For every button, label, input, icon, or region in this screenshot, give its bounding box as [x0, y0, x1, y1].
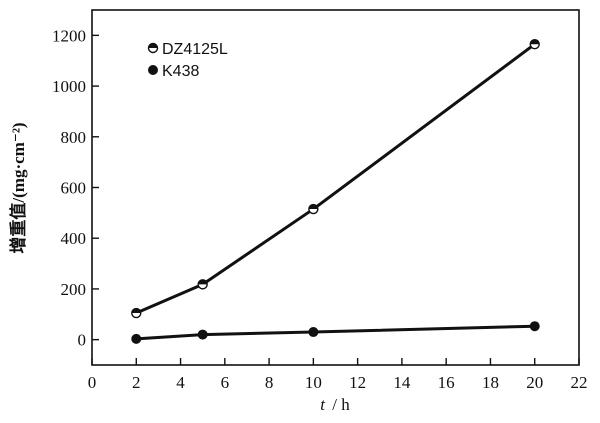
- x-tick-label: 0: [88, 373, 97, 392]
- legend-marker-k438: [148, 65, 158, 75]
- legend-marker-dz4125l: [147, 42, 159, 54]
- series-line-dz4125l: [135, 43, 536, 315]
- legend-marker-dz4125l-dot: [147, 42, 159, 54]
- data-point-k438: [529, 321, 540, 332]
- series-layer: [131, 39, 540, 344]
- x-tick-label: 22: [571, 373, 588, 392]
- x-tick-label: 2: [132, 373, 141, 392]
- y-tick-label: 600: [61, 179, 87, 198]
- data-point-dz4125l: [308, 203, 319, 215]
- data-point-k438: [197, 329, 208, 340]
- y-tick-label: 800: [61, 128, 87, 147]
- y-tick-label: 1200: [52, 26, 86, 45]
- data-point-k438: [308, 327, 319, 338]
- y-tick-label: 400: [61, 229, 87, 248]
- x-axis-label: t / h: [320, 395, 350, 414]
- x-tick-label: 18: [482, 373, 499, 392]
- y-tick-label: 200: [61, 280, 87, 299]
- x-tick-label: 14: [393, 373, 411, 392]
- data-point-k438: [131, 333, 142, 344]
- y-tick-label: 1000: [52, 77, 86, 96]
- x-tick-label: 8: [265, 373, 274, 392]
- legend: DZ4125L K438: [147, 41, 228, 80]
- legend-marker-k438-dot: [148, 65, 158, 75]
- x-tick-label: 4: [176, 373, 185, 392]
- x-tick-label: 6: [221, 373, 230, 392]
- x-axis-variable: t: [320, 395, 326, 414]
- series-line-k438: [136, 324, 535, 341]
- x-tick-label: 10: [305, 373, 322, 392]
- legend-label-dz4125l: DZ4125L: [162, 41, 228, 58]
- plot-frame: [91, 9, 580, 366]
- y-tick-label: 0: [78, 331, 87, 350]
- data-point-dz4125l: [197, 279, 208, 290]
- x-axis-unit: / h: [332, 395, 350, 414]
- legend-label-k438: K438: [162, 63, 199, 80]
- data-point-dz4125l: [131, 307, 142, 319]
- data-point-dz4125l: [529, 39, 540, 50]
- x-tick-label: 16: [438, 373, 455, 392]
- x-tick-label: 20: [526, 373, 543, 392]
- y-axis-label: 增重值/(mg·cm⁻²): [8, 122, 28, 253]
- x-tick-label: 12: [349, 373, 366, 392]
